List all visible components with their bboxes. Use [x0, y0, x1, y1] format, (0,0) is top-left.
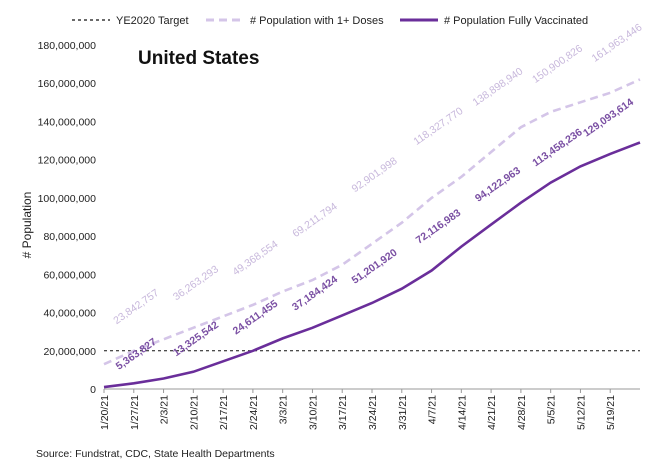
- data-label: 13,325,542: [171, 319, 221, 359]
- data-label: 113,458,236: [530, 126, 584, 169]
- x-tick-label: 2/10/21: [188, 395, 200, 430]
- x-tick-label: 3/3/21: [278, 395, 290, 424]
- data-label: 150,900,826: [530, 42, 585, 85]
- x-tick-label: 2/17/21: [218, 395, 230, 430]
- y-axis-label: # Population: [20, 192, 34, 259]
- x-tick-label: 4/21/21: [486, 395, 498, 430]
- x-tick-label: 2/24/21: [248, 395, 260, 430]
- legend-item-full: # Population Fully Vaccinated: [400, 15, 588, 27]
- data-label: 161,963,446: [590, 21, 645, 64]
- data-label: 69,211,794: [290, 200, 339, 240]
- x-tick-label: 2/3/21: [159, 395, 171, 424]
- data-labels-full: 5,363,827 13,325,54224,611,45537,184,4245…: [114, 96, 636, 372]
- y-tick-label: 120,000,000: [38, 155, 97, 167]
- data-label: 49,368,554: [230, 238, 280, 278]
- data-label: 5,363,827: [114, 336, 159, 373]
- data-label: 118,327,770: [411, 105, 465, 148]
- y-tick-label: 40,000,000: [43, 308, 96, 320]
- data-label: 129,093,614: [581, 96, 636, 139]
- y-tick-label: 140,000,000: [38, 116, 97, 128]
- x-tick-label: 4/28/21: [516, 395, 528, 430]
- data-label: 94,122,963: [473, 165, 523, 205]
- x-tick-label: 1/20/21: [99, 395, 111, 430]
- series-line-full: [103, 141, 641, 389]
- y-tick-label: 180,000,000: [38, 40, 97, 52]
- data-label: 51,201,920: [350, 247, 400, 287]
- x-tick-label: 3/17/21: [337, 395, 349, 430]
- x-tick-label: 4/7/21: [427, 395, 439, 424]
- x-tick-label: 5/19/21: [605, 395, 617, 430]
- legend-label-target: YE2020 Target: [116, 15, 189, 27]
- legend-label-dose: # Population with 1+ Doses: [250, 15, 384, 27]
- data-label: 92,901,998: [350, 155, 400, 195]
- data-label: 138,898,940: [471, 65, 526, 108]
- y-tick-label: 0: [90, 384, 96, 396]
- data-label: 23,842,757: [111, 287, 161, 327]
- x-tick-label: 3/24/21: [367, 395, 379, 430]
- legend-item-target: YE2020 Target: [72, 15, 189, 27]
- series-line-dose: [103, 78, 641, 366]
- y-tick-label: 160,000,000: [38, 78, 97, 90]
- data-label: 72,116,983: [414, 207, 464, 247]
- x-tick-label: 5/12/21: [575, 395, 587, 430]
- x-tick-label: 3/10/21: [307, 395, 319, 430]
- y-tick-label: 60,000,000: [43, 269, 96, 281]
- source-note: Source: Fundstrat, CDC, State Health Dep…: [36, 448, 275, 460]
- x-axis-ticks: 1/20/21 1/27/21 2/3/21 2/10/21 2/17/21 2/24/2…: [99, 389, 617, 430]
- y-tick-label: 20,000,000: [43, 346, 96, 358]
- x-tick-label: 5/5/21: [546, 395, 558, 424]
- legend-item-dose: # Population with 1+ Doses: [206, 15, 384, 27]
- chart-title: United States: [138, 48, 259, 69]
- legend-label-full: # Population Fully Vaccinated: [444, 15, 588, 27]
- x-tick-label: 3/31/21: [397, 395, 409, 430]
- x-tick-label: 4/14/21: [456, 395, 468, 430]
- legend: YE2020 Target # Population with 1+ Doses…: [72, 15, 588, 27]
- y-tick-label: 80,000,000: [43, 231, 96, 243]
- data-label: 36,263,293: [171, 263, 221, 303]
- y-axis-ticks: 0 20,000,000 40,000,000 60,000,000 80,000,00…: [38, 40, 97, 396]
- y-tick-label: 100,000,000: [38, 193, 97, 205]
- x-tick-label: 1/27/21: [129, 395, 141, 430]
